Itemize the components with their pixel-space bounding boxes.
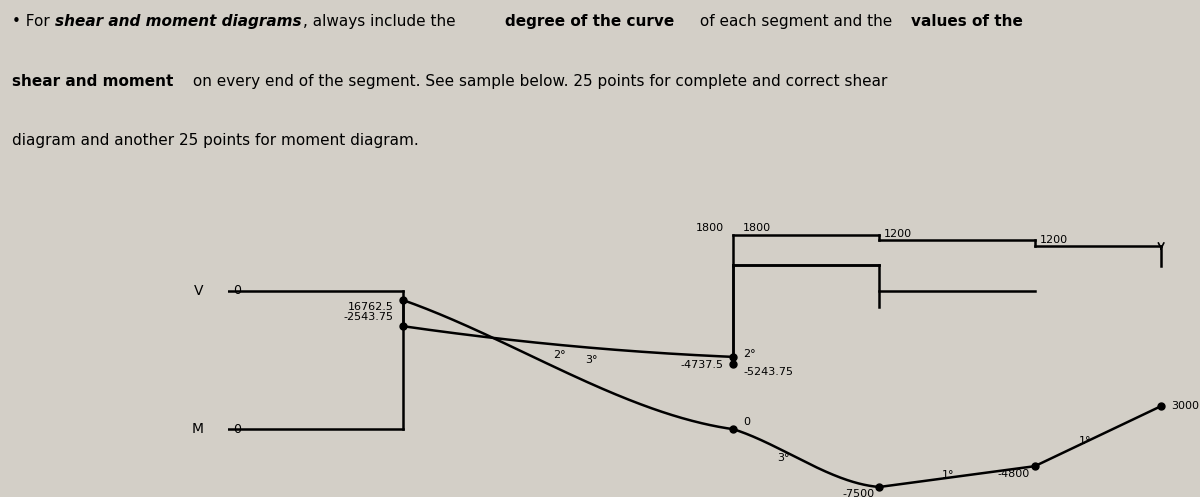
Text: values of the: values of the	[911, 14, 1024, 29]
Text: -4800: -4800	[997, 469, 1030, 479]
Text: 0: 0	[743, 417, 750, 427]
Text: 1°: 1°	[1079, 436, 1092, 446]
Text: of each segment and the: of each segment and the	[695, 14, 898, 29]
Text: 0: 0	[233, 284, 241, 297]
Text: , always include the: , always include the	[304, 14, 461, 29]
Text: 3000: 3000	[1171, 401, 1199, 411]
Text: 16762.5: 16762.5	[347, 302, 394, 312]
Text: on every end of the segment. See sample below. 25 points for complete and correc: on every end of the segment. See sample …	[188, 74, 887, 88]
Text: -2543.75: -2543.75	[343, 313, 394, 323]
Text: V: V	[194, 284, 204, 298]
Text: • For: • For	[12, 14, 55, 29]
Text: shear and moment: shear and moment	[12, 74, 173, 88]
Text: -5243.75: -5243.75	[743, 367, 793, 377]
Text: 1800: 1800	[743, 223, 772, 233]
Text: 1800: 1800	[696, 223, 724, 233]
Text: 2°: 2°	[553, 350, 565, 360]
Text: 1°: 1°	[942, 471, 954, 481]
Text: 1200: 1200	[1039, 235, 1068, 245]
Text: -4737.5: -4737.5	[680, 360, 724, 370]
Text: 0: 0	[233, 423, 241, 436]
Text: 3°: 3°	[584, 355, 598, 365]
Text: M: M	[192, 422, 204, 436]
Text: -7500: -7500	[842, 490, 875, 497]
Text: 1200: 1200	[884, 229, 912, 239]
Text: shear and moment diagrams: shear and moment diagrams	[55, 14, 301, 29]
Text: diagram and another 25 points for moment diagram.: diagram and another 25 points for moment…	[12, 133, 419, 148]
Text: 3°: 3°	[778, 453, 790, 464]
Text: 2°: 2°	[743, 349, 756, 359]
Text: degree of the curve: degree of the curve	[505, 14, 674, 29]
